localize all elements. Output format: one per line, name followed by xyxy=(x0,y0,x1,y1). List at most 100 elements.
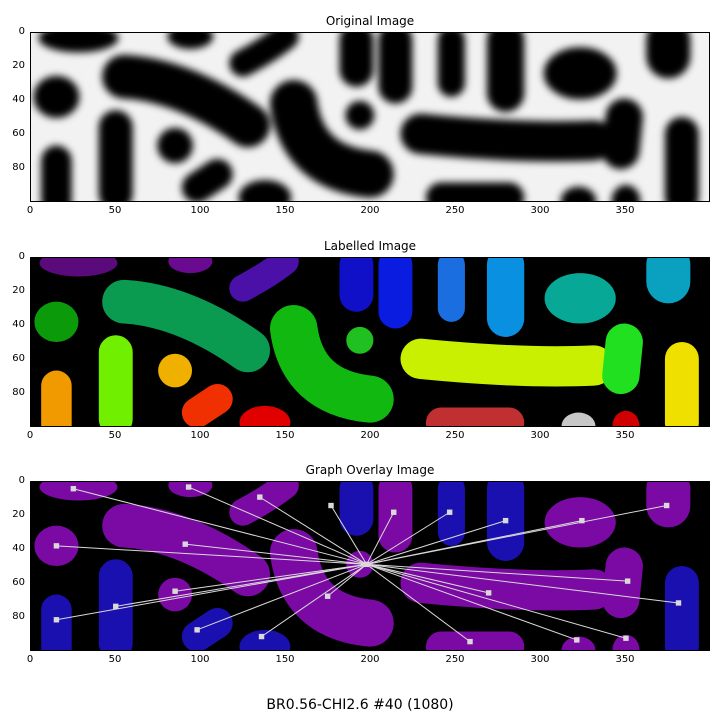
x-tick-label: 150 xyxy=(275,205,295,216)
labelled-blob-12 xyxy=(346,326,374,354)
x-tick-label: 50 xyxy=(108,654,122,665)
x-tick-label: 50 xyxy=(108,430,122,441)
graph-edge-2 xyxy=(259,496,367,565)
graph-edge-8 xyxy=(366,505,667,565)
x-tick-label: 0 xyxy=(26,654,34,665)
y-tick-label: 40 xyxy=(12,94,25,105)
graph-node-1 xyxy=(185,484,192,490)
panel-title-overlay: Graph Overlay Image xyxy=(305,463,435,477)
graph-edge-1 xyxy=(188,486,367,565)
y-tick-label: 20 xyxy=(12,60,25,71)
labelled-blob-19 xyxy=(181,384,233,426)
graph-edge-18 xyxy=(196,563,367,631)
labelled-blob-10 xyxy=(102,279,270,373)
overlay-blob-15 xyxy=(158,577,193,612)
y-tick-label: 80 xyxy=(12,387,25,398)
graph-node-12 xyxy=(675,600,682,606)
x-tick-label: 100 xyxy=(190,205,210,216)
graph-edge-17 xyxy=(56,563,367,621)
original-blob-1 xyxy=(167,33,214,49)
graph-center-node xyxy=(363,561,370,568)
overlay-blob-0 xyxy=(39,482,118,501)
graph-overlay-canvas xyxy=(31,482,709,650)
graph-edge-3 xyxy=(330,505,368,565)
overlay-blob-10 xyxy=(102,503,270,597)
overlay-blob-11 xyxy=(269,529,394,647)
graph-overlay-image xyxy=(30,481,710,651)
y-tick-label: 60 xyxy=(12,353,25,364)
original-blob-12 xyxy=(345,101,375,130)
x-tick-label: 150 xyxy=(275,654,295,665)
labelled-image xyxy=(30,257,710,427)
original-blob-20 xyxy=(238,180,292,201)
overlay-blob-20 xyxy=(239,629,291,650)
labelled-blob-16 xyxy=(602,323,643,395)
graph-node-11 xyxy=(624,578,631,584)
labelled-blob-13 xyxy=(400,338,615,387)
original-blob-10 xyxy=(102,54,270,148)
graph-node-8 xyxy=(663,502,670,509)
overlay-blob-23 xyxy=(612,634,640,650)
panel-title-labelled: Labelled Image xyxy=(323,239,417,253)
graph-node-19 xyxy=(258,633,265,640)
x-tick-label: 50 xyxy=(108,205,122,216)
graph-node-0 xyxy=(70,486,77,492)
graph-node-2 xyxy=(257,494,263,500)
graph-node-7 xyxy=(579,517,585,524)
x-tick-label: 250 xyxy=(445,654,465,665)
panel-title-original: Original Image xyxy=(325,14,415,28)
x-tick-label: 100 xyxy=(190,654,210,665)
overlay-blob-19 xyxy=(181,608,233,650)
original-image-canvas xyxy=(31,33,709,201)
x-tick-label: 200 xyxy=(360,205,380,216)
y-tick-label: 0 xyxy=(18,26,25,37)
graph-node-14 xyxy=(485,590,492,596)
y-tick-label: 20 xyxy=(12,509,25,520)
labelled-blob-11 xyxy=(269,305,394,423)
graph-edge-6 xyxy=(366,520,506,565)
graph-edge-13 xyxy=(327,563,367,597)
graph-edge-9 xyxy=(56,545,367,565)
labelled-blob-22 xyxy=(561,412,596,426)
original-blob-11 xyxy=(269,80,394,198)
x-tick-label: 300 xyxy=(530,205,550,216)
y-tick-label: 0 xyxy=(18,475,25,486)
x-tick-label: 350 xyxy=(615,205,635,216)
x-tick-label: 100 xyxy=(190,430,210,441)
graph-edge-0 xyxy=(73,488,367,565)
graph-node-5 xyxy=(446,509,453,515)
graph-edge-19 xyxy=(261,563,367,637)
y-tick-label: 20 xyxy=(12,285,25,296)
graph-edge-10 xyxy=(185,543,367,565)
x-tick-label: 350 xyxy=(615,430,635,441)
graph-node-4 xyxy=(391,509,397,515)
x-tick-label: 250 xyxy=(445,430,465,441)
x-tick-label: 300 xyxy=(530,654,550,665)
graph-edge-11 xyxy=(366,563,628,582)
original-blob-13 xyxy=(400,113,615,162)
x-tick-label: 0 xyxy=(26,205,34,216)
graph-node-3 xyxy=(328,502,334,509)
figure-title: BR0.56-CHI2.6 #40 (1080) xyxy=(266,697,454,713)
original-blob-9 xyxy=(33,75,80,118)
overlay-blob-22 xyxy=(561,636,596,650)
x-tick-label: 250 xyxy=(445,205,465,216)
graph-edge-14 xyxy=(366,563,489,594)
graph-node-18 xyxy=(194,627,200,633)
graph-edge-22 xyxy=(366,563,627,639)
y-tick-label: 80 xyxy=(12,611,25,622)
graph-node-20 xyxy=(467,638,473,645)
x-tick-label: 350 xyxy=(615,654,635,665)
graph-node-6 xyxy=(502,517,509,524)
y-tick-label: 40 xyxy=(12,319,25,330)
graph-node-13 xyxy=(324,593,331,599)
original-blob-19 xyxy=(181,159,233,201)
graph-node-9 xyxy=(53,543,60,549)
labelled-blob-15 xyxy=(158,353,193,388)
original-blob-2 xyxy=(229,33,299,77)
original-image xyxy=(30,32,710,202)
labelled-blob-20 xyxy=(239,405,291,426)
graph-node-15 xyxy=(113,603,119,610)
x-tick-label: 150 xyxy=(275,430,295,441)
graph-edge-4 xyxy=(366,512,395,565)
